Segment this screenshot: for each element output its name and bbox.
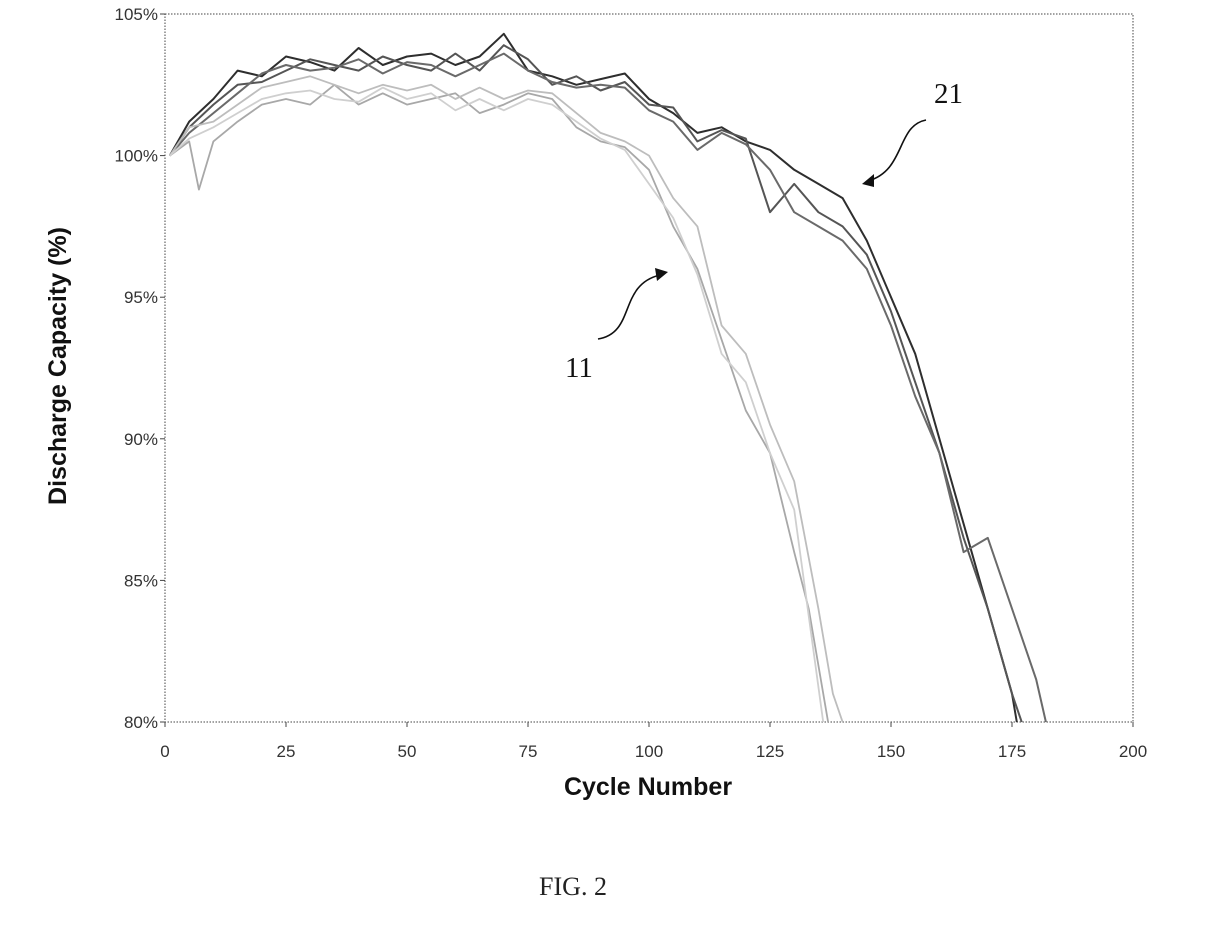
series-line-group-11-6 xyxy=(170,88,823,722)
y-tick-label: 105% xyxy=(115,5,158,24)
x-axis-title: Cycle Number xyxy=(564,773,732,801)
x-tick-label: 100 xyxy=(635,742,663,761)
annotation-11-arrowhead xyxy=(655,268,668,281)
x-tick-label: 50 xyxy=(398,742,417,761)
y-tick-label: 90% xyxy=(124,430,158,449)
y-tick-label: 80% xyxy=(124,713,158,732)
y-tick-label: 85% xyxy=(124,571,158,590)
series-line-group-21-3 xyxy=(170,54,1046,722)
figure-caption: FIG. 2 xyxy=(0,872,1146,902)
series-line-group-11-4 xyxy=(170,85,828,722)
plot-border xyxy=(165,14,1133,722)
x-tick-label: 125 xyxy=(756,742,784,761)
x-tick-label: 175 xyxy=(998,742,1026,761)
series-layer xyxy=(170,34,1046,722)
y-axis-title: Discharge Capacity (%) xyxy=(44,227,72,505)
annotation-21-label: 21 xyxy=(934,78,963,110)
series-line-group-21-2 xyxy=(170,45,1022,722)
annotation-21-arrow xyxy=(868,120,926,181)
y-tick-label: 100% xyxy=(115,147,158,166)
x-tick-label: 0 xyxy=(160,742,169,761)
annotation-11-arrow xyxy=(598,275,660,339)
plot-area-frame xyxy=(165,14,1133,722)
annotation-11: 11 xyxy=(565,268,668,384)
x-tick-label: 150 xyxy=(877,742,905,761)
x-tick-label: 25 xyxy=(277,742,296,761)
x-tick-label: 75 xyxy=(519,742,538,761)
annotation-21-arrowhead xyxy=(862,174,874,187)
annotation-11-label: 11 xyxy=(565,352,593,384)
annotation-21: 21 xyxy=(862,78,963,187)
ticks-layer: 0 25 50 75 100 125 150 175 200 80% 85% 90% 95% 100% 10… xyxy=(115,5,1148,761)
y-tick-label: 95% xyxy=(124,288,158,307)
x-tick-label: 200 xyxy=(1119,742,1147,761)
